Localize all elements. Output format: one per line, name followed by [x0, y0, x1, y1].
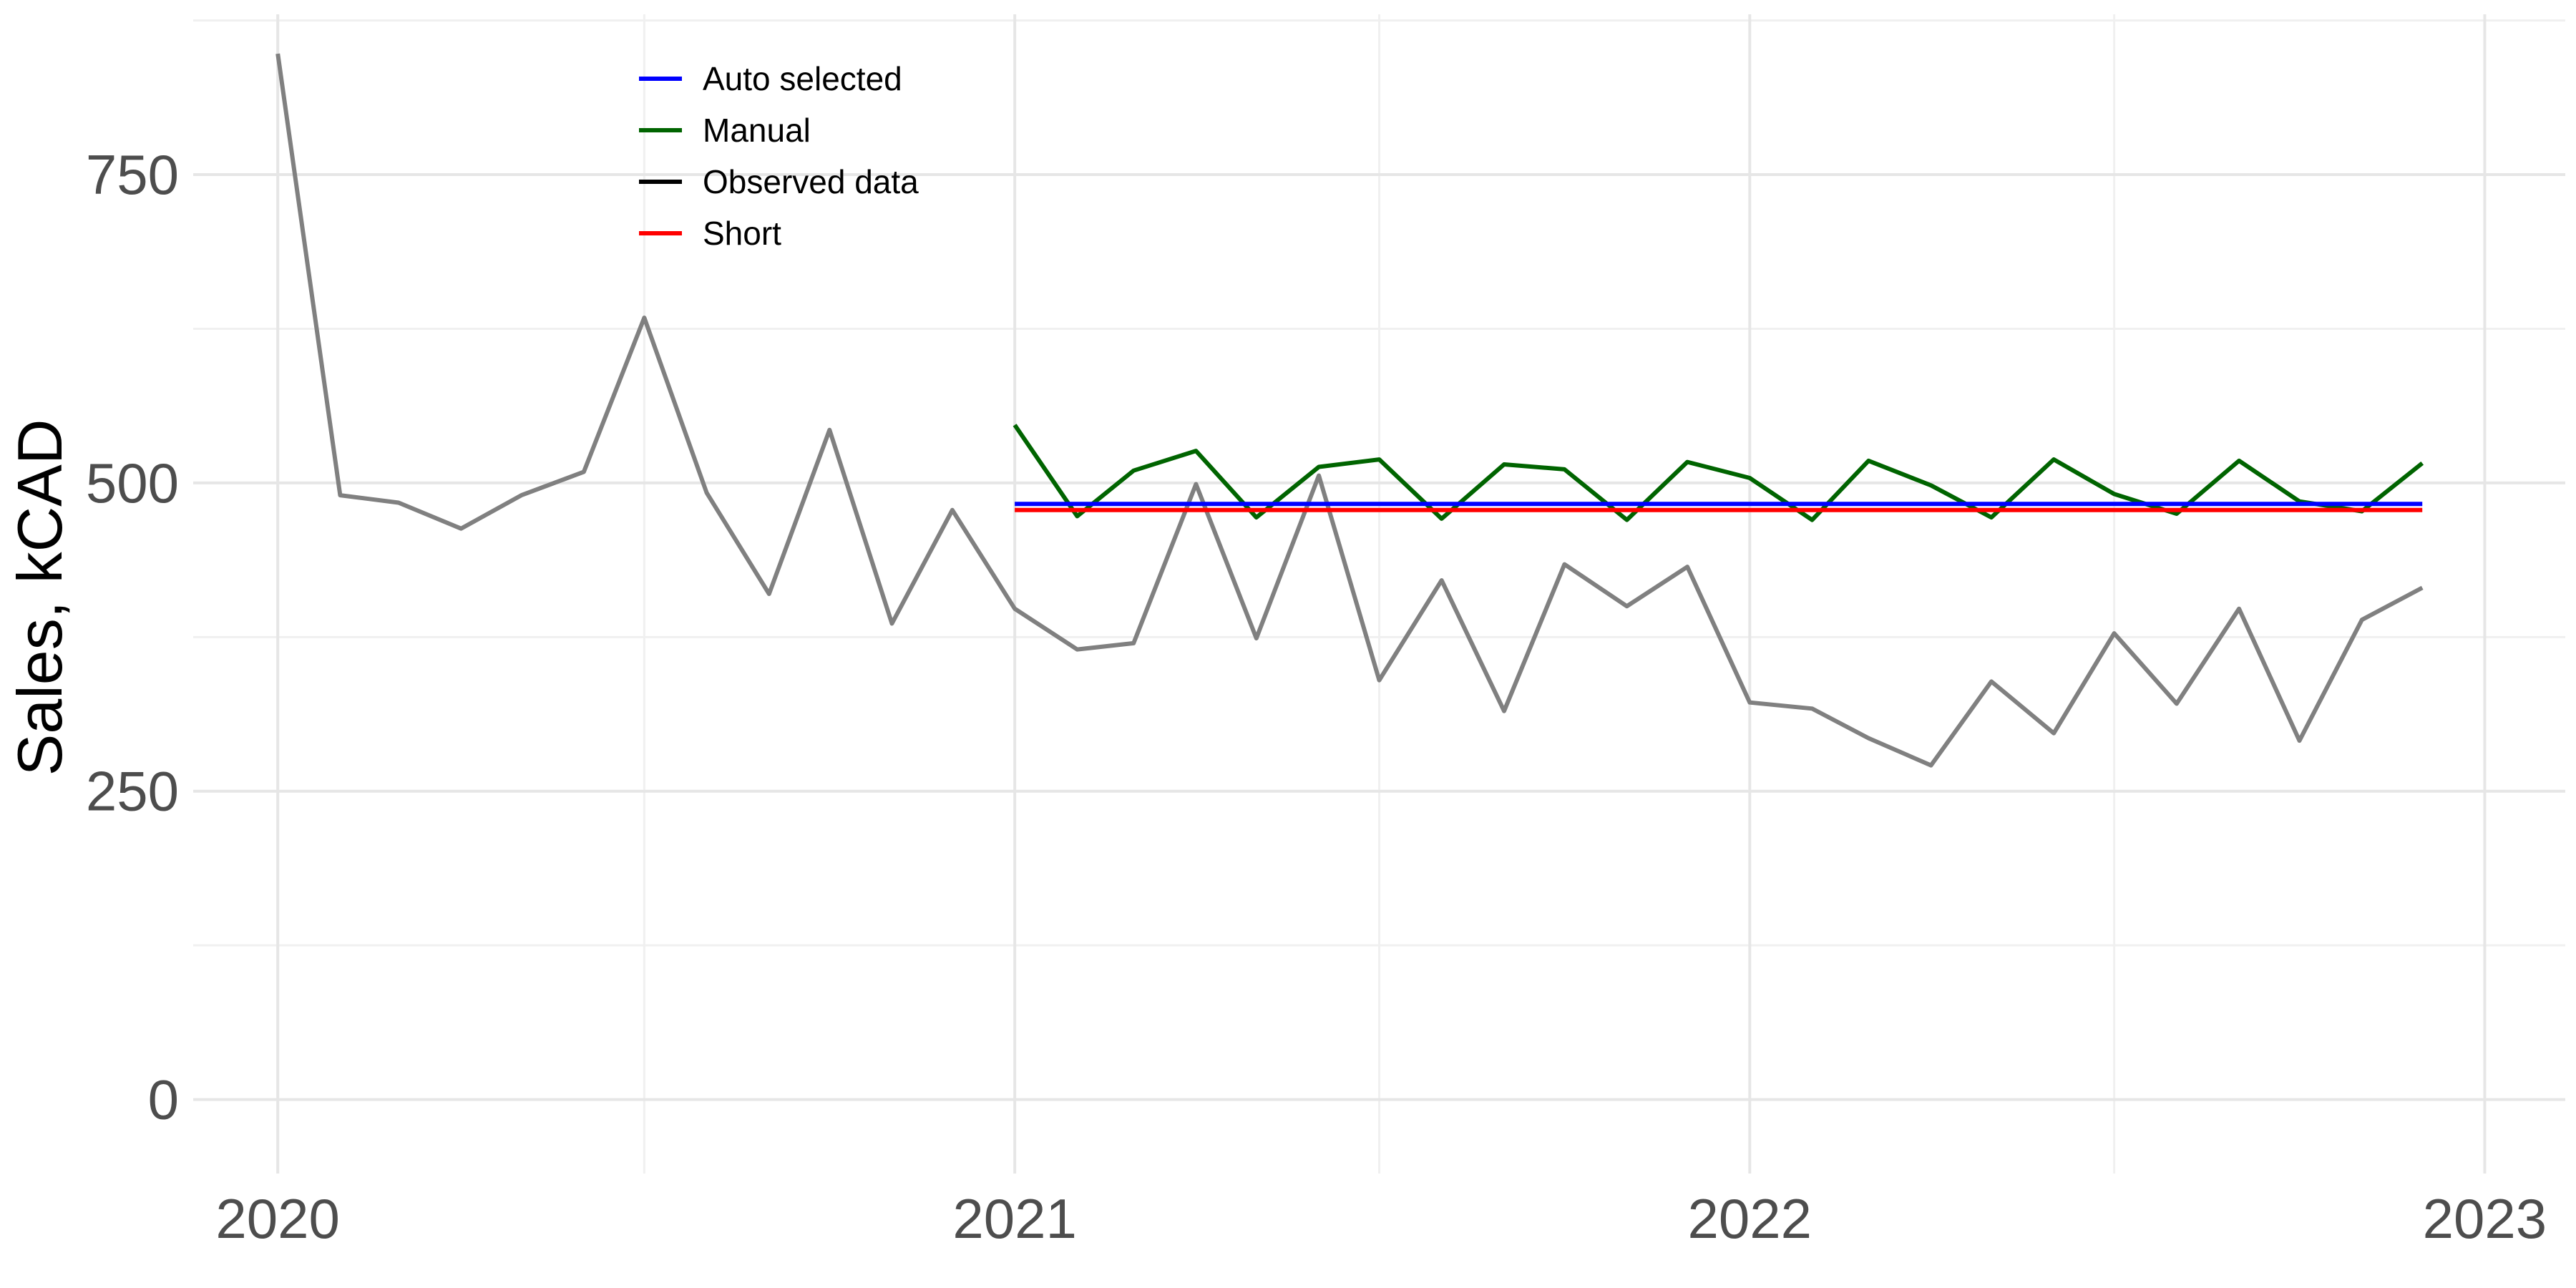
x-tick-label: 2022: [1688, 1187, 1813, 1250]
y-axis-title: Sales, kCAD: [4, 419, 75, 776]
legend-label-observed-data: Observed data: [703, 163, 919, 200]
legend: Auto selected Manual Observed data Short: [639, 60, 919, 252]
legend-label-manual: Manual: [703, 112, 811, 149]
y-tick-label: 0: [148, 1068, 179, 1131]
legend-label-short: Short: [703, 215, 781, 252]
major-gridlines: [193, 14, 2565, 1174]
x-tick-label: 2020: [215, 1187, 340, 1250]
legend-label-auto-selected: Auto selected: [703, 60, 902, 97]
y-tick-label: 750: [86, 143, 179, 206]
y-tick-label: 250: [86, 760, 179, 823]
minor-gridlines: [193, 14, 2565, 1174]
x-axis-tick-labels: 2020 2021 2022 2023: [215, 1187, 2547, 1250]
x-tick-label: 2023: [2423, 1187, 2547, 1250]
x-tick-label: 2021: [952, 1187, 1077, 1250]
series-line-observed-data: [275, 53, 2424, 768]
series-lines: [275, 53, 2424, 768]
y-axis-tick-labels: 0 250 500 750: [86, 143, 179, 1131]
y-tick-label: 500: [86, 452, 179, 514]
